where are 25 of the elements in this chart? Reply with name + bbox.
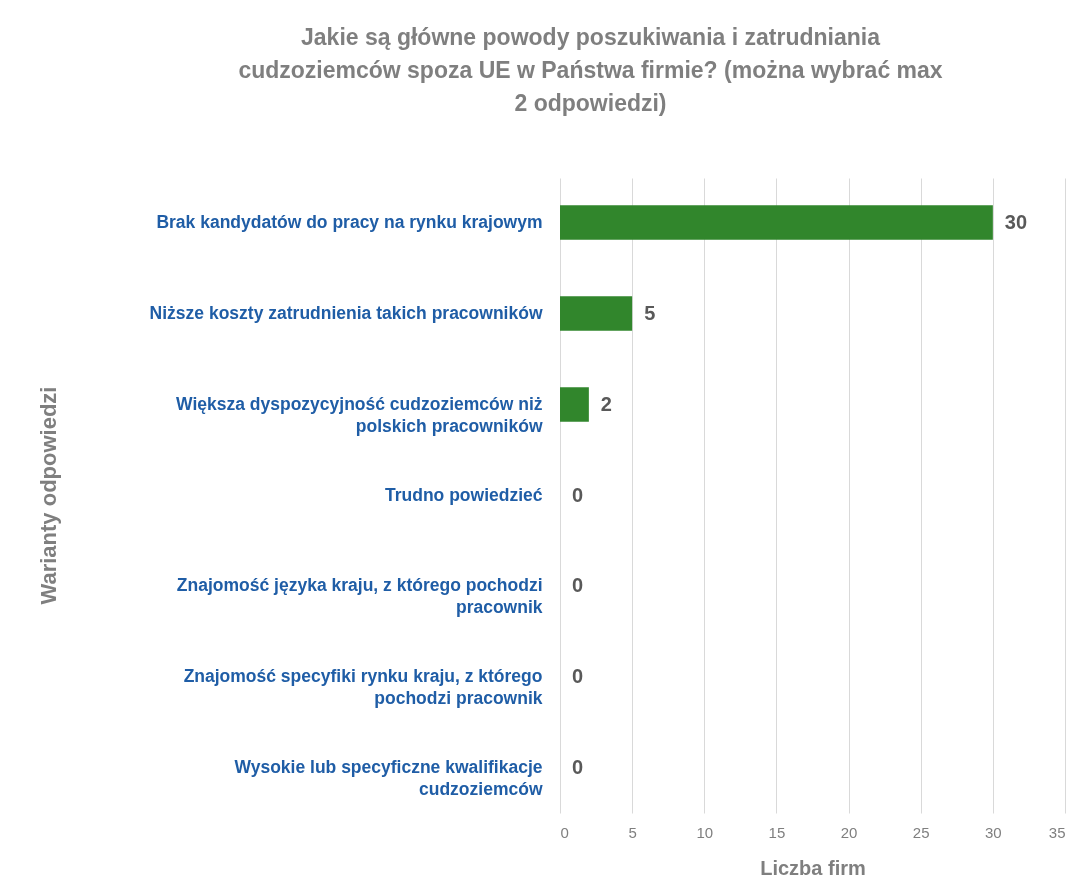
y-tick-label: Niższe koszty zatrudnienia takich pracowników [149,302,543,323]
data-label: 0 [572,756,584,779]
data-label: 5 [644,301,656,324]
data-label: 2 [600,392,612,415]
x-tick-label: 15 [768,823,786,841]
data-label: 0 [572,483,584,506]
chart-title: Jakie są główne powody poszukiwania i zatrudniania cudzoziemców spoza UE w Państwa firmie? (można wybrać max 2 odpowiedzi) [238,24,943,116]
x-tick-label: 0 [560,823,569,841]
x-axis-title: Liczba firm [760,856,866,879]
x-tick-label: 30 [985,823,1002,841]
y-axis-title: Warianty odpowiedzi [35,386,61,605]
data-label: 0 [572,574,584,597]
y-tick-label: Znajomość języka kraju, z którego pochodzi pracownik [176,575,543,618]
x-tick-label: 5 [628,823,637,841]
data-label: 0 [572,665,584,688]
y-tick-label: Wysokie lub specyficzne kwalifikacje cudzoziemców [234,757,543,800]
y-tick-label: Trudno powiedzieć [384,484,543,505]
y-tick-label: Znajomość specyfiki rynku kraju, z którego pochodzi pracownik [183,666,543,709]
x-tick-label: 35 [1048,823,1066,841]
x-tick-label: 20 [840,823,858,841]
y-tick-label: Większa dyspozycyjność cudzoziemców niż polskich pracowników [176,393,543,436]
data-label: 30 [1004,210,1028,233]
x-tick-label: 25 [912,823,930,841]
x-tick-label: 10 [696,823,714,841]
y-tick-label: Brak kandydatów do pracy na rynku krajowym [156,211,543,232]
